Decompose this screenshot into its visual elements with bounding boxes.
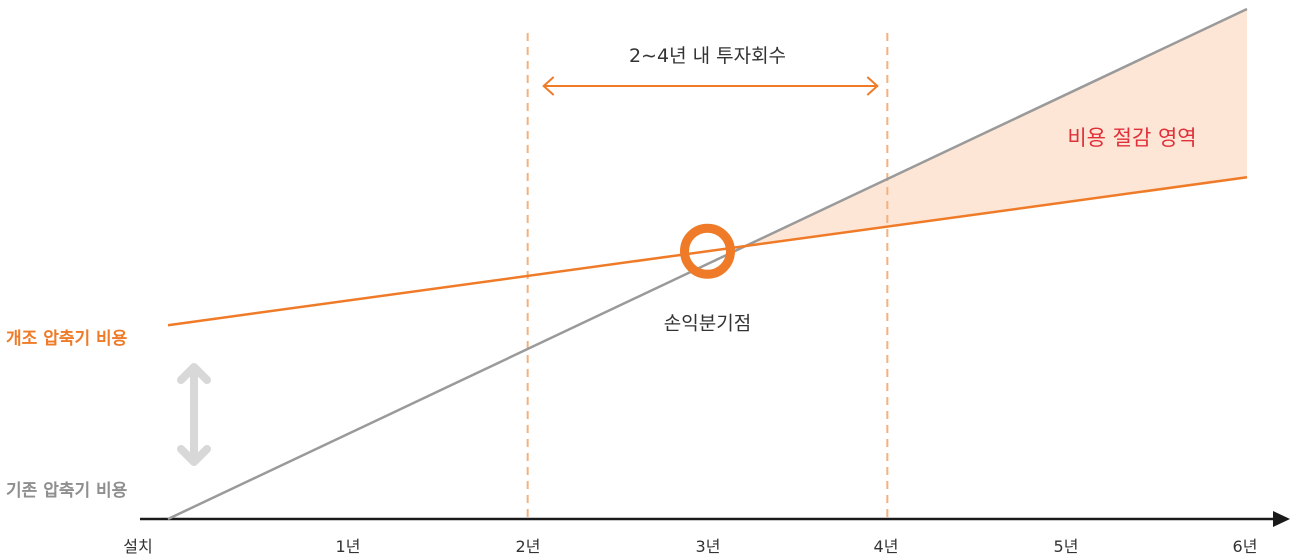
savings-area-label: 비용 절감 영역 <box>1067 126 1196 150</box>
break-even-marker <box>680 223 735 279</box>
initial-cost-difference-arrow <box>177 363 211 466</box>
x-tick-label: 6년 <box>1233 537 1258 556</box>
break-even-label: 손익분기점 <box>664 312 751 334</box>
x-tick-label: 4년 <box>874 537 899 556</box>
new-compressor-cost-line <box>167 176 1248 327</box>
x-tick-label: 1년 <box>336 537 361 556</box>
x-tick-label: 설치 <box>123 537 152 556</box>
payback-range-label: 2∼4년 내 투자회수 <box>629 45 786 67</box>
x-tick-label: 3년 <box>696 537 721 556</box>
x-axis-arrowhead <box>1273 511 1290 527</box>
x-tick-label: 2년 <box>516 537 541 556</box>
legend-old-compressor-cost: 기존 압축기 비용 <box>6 480 128 501</box>
x-tick-labels: 설치 1년 2년 3년 4년 5년 6년 <box>123 537 1257 556</box>
old-compressor-cost-line <box>167 7 1248 521</box>
payback-range-arrow <box>542 76 879 96</box>
legend-new-compressor-cost: 개조 압축기 비용 <box>6 328 128 349</box>
x-tick-label: 5년 <box>1054 537 1079 556</box>
